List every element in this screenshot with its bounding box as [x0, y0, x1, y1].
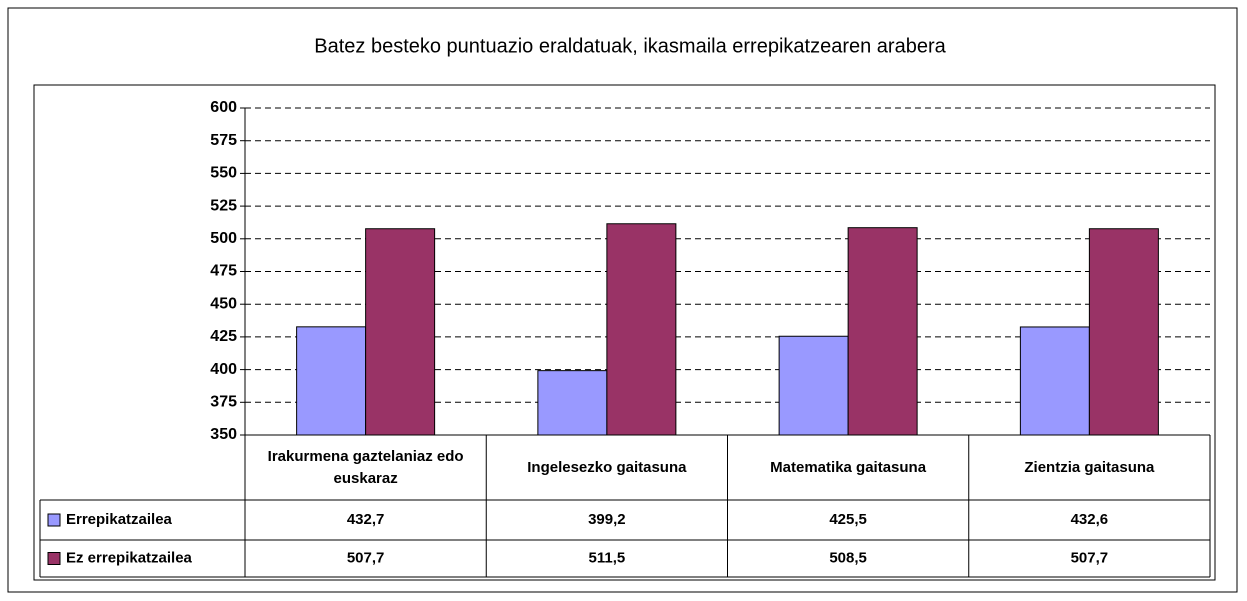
y-tick-label: 525	[210, 197, 237, 214]
chart-title: Batez besteko puntuazio eraldatuak, ikas…	[314, 35, 946, 57]
legend-label: Errepikatzailea	[66, 511, 173, 528]
data-label: 425,5	[829, 511, 867, 528]
x-tick-label: Ingelesezko gaitasuna	[527, 458, 687, 476]
legend-swatch	[47, 552, 61, 565]
data-label: 399,2	[588, 511, 626, 528]
x-tick-label-box: Matematika gaitasuna	[770, 458, 927, 476]
bar	[365, 228, 436, 436]
data-label: 507,7	[347, 549, 385, 566]
y-tick-label: 425	[210, 328, 237, 345]
bar	[778, 335, 849, 436]
x-tick-label-box: Ingelesezko gaitasuna	[527, 458, 687, 476]
y-tick-label: 450	[210, 295, 237, 312]
x-tick-label-box: Zientzia gaitasuna	[1024, 458, 1155, 476]
y-tick-label: 475	[210, 263, 237, 280]
y-tick-label: 400	[210, 361, 237, 378]
data-label: 432,6	[1071, 511, 1109, 528]
x-tick-label: Irakurmena gaztelaniaz edo euskaraz	[267, 447, 464, 487]
plot-frame	[33, 84, 1216, 581]
data-label: 508,5	[829, 549, 867, 566]
legend-label: Ez errepikatzailea	[66, 549, 193, 566]
y-tick-label: 350	[210, 426, 237, 443]
y-tick-label: 575	[210, 132, 237, 149]
bar	[1019, 326, 1090, 436]
x-tick-label-box: Irakurmena gaztelaniaz edo euskaraz	[267, 447, 464, 487]
legend-swatch	[47, 513, 61, 527]
y-tick-label: 600	[210, 99, 237, 116]
data-label: 432,7	[347, 511, 385, 528]
bar	[537, 370, 608, 436]
bar	[296, 326, 367, 436]
data-label: 511,5	[589, 549, 626, 566]
y-tick-label: 375	[210, 394, 237, 411]
x-tick-label: Matematika gaitasuna	[770, 458, 927, 476]
y-tick-label: 550	[210, 165, 237, 182]
data-label: 507,7	[1071, 549, 1109, 566]
bar	[606, 223, 677, 436]
y-tick-label: 500	[210, 230, 237, 247]
bar	[847, 227, 918, 436]
bar	[1088, 228, 1159, 436]
x-tick-label: Zientzia gaitasuna	[1024, 458, 1155, 476]
